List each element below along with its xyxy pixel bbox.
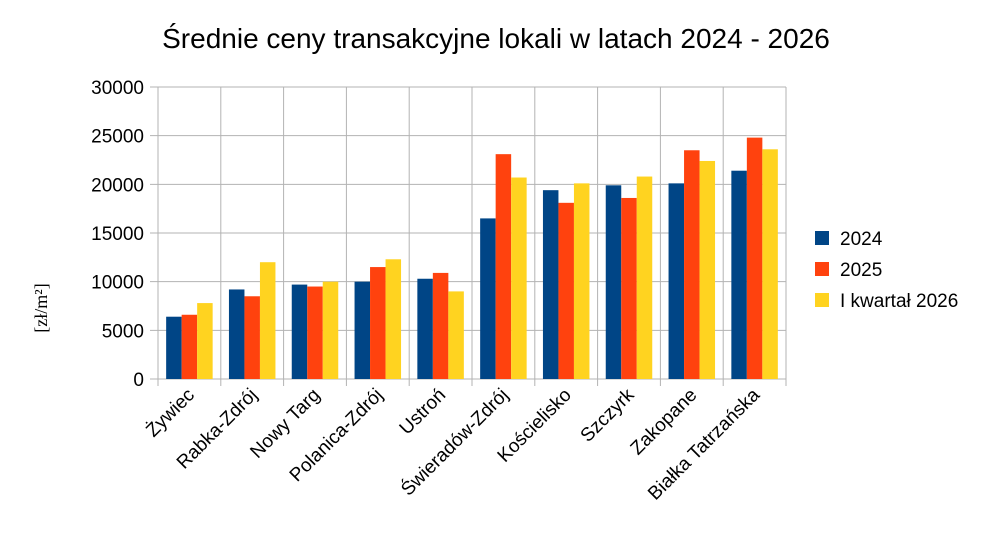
y-tick-label: 15000 <box>91 224 144 245</box>
bar <box>605 185 622 379</box>
bar <box>370 267 386 379</box>
x-category-label: Żywiec <box>142 385 199 442</box>
y-tick-label: 30000 <box>91 78 144 99</box>
bar <box>181 314 198 379</box>
grid-lines <box>150 86 787 386</box>
legend-label: 2025 <box>840 260 882 281</box>
bar <box>291 284 308 379</box>
bar <box>621 197 637 379</box>
x-category-label: Szczyrk <box>577 384 639 446</box>
bar <box>259 262 276 379</box>
bar <box>731 170 747 379</box>
bar <box>448 291 464 379</box>
bars <box>166 137 778 379</box>
bar <box>573 183 590 379</box>
x-category-label: Świeradów-Zdrój <box>397 384 513 500</box>
legend-label: I kwartał 2026 <box>840 291 958 312</box>
bar <box>385 259 402 379</box>
bar <box>307 286 323 379</box>
legend-swatch <box>815 293 829 307</box>
bar <box>668 183 685 379</box>
legend-swatch <box>815 231 829 245</box>
bar <box>480 218 496 379</box>
bar <box>636 176 653 379</box>
y-tick-label: 25000 <box>91 127 144 148</box>
bar <box>354 281 371 379</box>
bar <box>244 296 260 379</box>
bar <box>684 150 700 379</box>
y-tick-label: 10000 <box>91 273 144 294</box>
y-axis-label: [zł/m²] <box>31 283 51 332</box>
bar <box>166 316 182 379</box>
bar <box>495 154 512 379</box>
x-category-label: Białka Tatrzańska <box>644 384 764 504</box>
bar <box>322 281 339 379</box>
bar <box>746 137 763 379</box>
y-tick-label: 20000 <box>91 175 144 196</box>
bar <box>228 289 245 379</box>
legend: 2024 2025 I kwartał 2026 <box>815 229 958 312</box>
bar <box>511 177 527 379</box>
y-tick-label: 0 <box>133 370 144 391</box>
bar <box>699 160 716 379</box>
y-axis-ticks: 0 5000 10000 15000 20000 25000 30000 <box>91 78 144 391</box>
bar <box>558 202 574 379</box>
legend-swatch <box>815 262 829 276</box>
bar <box>762 149 778 379</box>
bar <box>417 278 433 379</box>
y-tick-label: 5000 <box>102 321 144 342</box>
legend-label: 2024 <box>840 229 883 250</box>
bar <box>542 190 559 379</box>
bar <box>432 272 449 379</box>
bar <box>197 303 213 379</box>
chart-title: Średnie ceny transakcyjne lokali w latac… <box>162 22 830 54</box>
x-category-label: Ustroń <box>396 385 450 439</box>
